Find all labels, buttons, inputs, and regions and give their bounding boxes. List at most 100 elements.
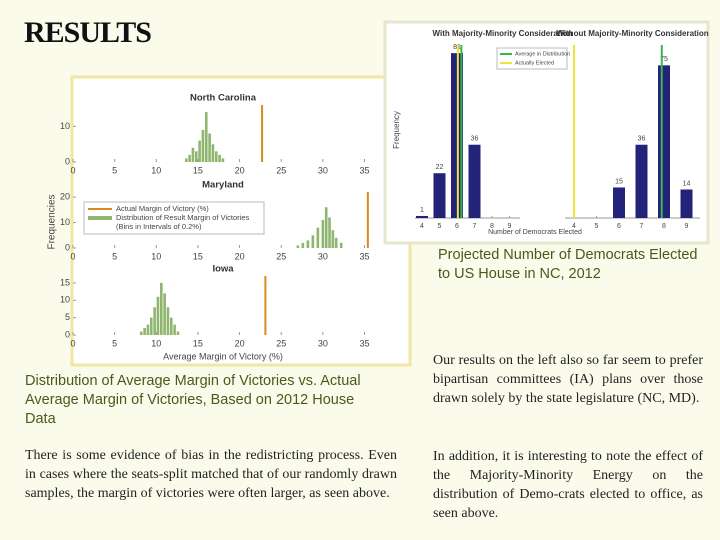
x-tick-label: 6 <box>455 223 459 230</box>
x-tick-label: 15 <box>193 165 203 175</box>
legend-box <box>83 201 265 235</box>
x-tick-label: 4 <box>572 223 576 230</box>
histogram-bar <box>149 317 153 335</box>
histogram-bar <box>146 324 150 335</box>
x-tick-label: 5 <box>112 165 117 175</box>
bar <box>468 144 481 218</box>
panel-title: Maryland <box>202 180 244 191</box>
histogram-bar <box>188 154 191 162</box>
y-tick-label: 5 <box>65 312 70 322</box>
x-tick-label: 20 <box>235 251 245 261</box>
histogram-bar <box>334 237 338 248</box>
y-axis-label: Frequencies <box>47 194 58 249</box>
histogram-bar <box>211 144 215 162</box>
histogram-bar <box>321 220 325 248</box>
histogram-bar <box>184 158 188 162</box>
right-body: Our results on the left also so far seem… <box>433 353 703 406</box>
value-label: 14 <box>683 180 691 187</box>
y-axis-label: Frequency <box>392 111 401 149</box>
x-tick-label: 0 <box>70 251 75 261</box>
panel-title: North Carolina <box>190 93 257 104</box>
slide-title: RESULTS <box>24 16 152 49</box>
histogram-bar <box>166 307 170 335</box>
value-label: 36 <box>471 136 479 143</box>
left-body: There is some evidence of bias in the re… <box>25 448 397 501</box>
x-tick-label: 8 <box>662 223 666 230</box>
legend-label: Actual Margin of Victory (%) <box>116 204 209 213</box>
y-tick-label: 0 <box>65 156 70 166</box>
histogram-bar <box>143 328 146 335</box>
histogram-bar <box>301 242 305 248</box>
x-tick-label: 6 <box>617 223 621 230</box>
panel-title: Iowa <box>212 264 234 275</box>
histogram-bar <box>316 227 320 248</box>
x-tick-label: 5 <box>595 223 599 230</box>
x-tick-label: 4 <box>420 223 424 230</box>
x-tick-label: 5 <box>112 251 117 261</box>
histogram-bar <box>194 151 198 162</box>
bar <box>613 187 625 218</box>
bar <box>433 173 446 218</box>
histogram-bar <box>218 154 221 162</box>
histogram-bar <box>339 242 343 248</box>
x-tick-label: 35 <box>359 251 369 261</box>
left-caption: Distribution of Average Margin of Victor… <box>25 373 361 427</box>
x-tick-label: 0 <box>70 165 75 175</box>
x-tick-label: 9 <box>685 223 689 230</box>
x-tick-label: 5 <box>438 223 442 230</box>
legend-label: Actually Elected <box>515 60 554 66</box>
histogram-bar <box>306 240 310 248</box>
histogram-bar <box>198 140 201 162</box>
x-tick-label: 35 <box>359 165 369 175</box>
histogram-bar <box>173 324 176 335</box>
bar <box>635 144 648 218</box>
histogram-bar <box>169 317 173 335</box>
y-tick-label: 20 <box>60 191 70 201</box>
panel-title: With Majority-Minority Consideration <box>433 29 573 38</box>
legend-label: Distribution of Result Margin of Victori… <box>116 213 249 222</box>
x-tick-label: 5 <box>112 338 117 348</box>
legend-box <box>496 47 568 70</box>
x-tick-label: 20 <box>235 338 245 348</box>
histogram-bar <box>153 307 156 335</box>
y-tick-label: 10 <box>60 121 70 131</box>
y-tick-label: 0 <box>65 329 70 339</box>
x-tick-label: 30 <box>318 251 328 261</box>
x-tick-label: 10 <box>151 338 161 348</box>
histogram-bar <box>159 282 163 335</box>
histogram-bar <box>214 151 218 162</box>
legend-swatch <box>88 216 112 220</box>
bar <box>416 215 428 218</box>
histogram-bar <box>201 129 205 162</box>
bar <box>658 65 670 219</box>
x-tick-label: 25 <box>276 338 286 348</box>
x-tick-label: 35 <box>359 338 369 348</box>
x-tick-label: 25 <box>276 165 286 175</box>
panel-title: Without Majority-Minority Consideration <box>556 29 708 38</box>
histogram-bar <box>191 147 195 162</box>
value-label: 36 <box>638 136 646 143</box>
x-tick-label: 25 <box>276 251 286 261</box>
legend-label: Average in Distribution <box>515 51 570 57</box>
x-tick-label: 30 <box>318 338 328 348</box>
x-tick-label: 15 <box>193 251 203 261</box>
x-tick-label: 10 <box>151 251 161 261</box>
x-tick-label: 10 <box>151 165 161 175</box>
bar <box>680 189 693 218</box>
legend-label: (Bins in Intervals of 0.2%) <box>116 222 202 231</box>
y-tick-label: 10 <box>60 295 70 305</box>
x-axis-label: Number of Democrats Elected <box>488 229 582 236</box>
value-label: 22 <box>436 164 444 171</box>
histogram-bar <box>328 217 331 248</box>
histogram-bar <box>176 331 180 335</box>
histogram-bar <box>208 133 211 162</box>
x-tick-label: 7 <box>473 223 477 230</box>
value-label: 75 <box>660 56 668 63</box>
x-tick-label: 8 <box>490 223 494 230</box>
value-label: 1 <box>420 207 424 214</box>
x-tick-label: 0 <box>70 338 75 348</box>
x-tick-label: 20 <box>235 165 245 175</box>
value-label: 15 <box>615 178 623 185</box>
